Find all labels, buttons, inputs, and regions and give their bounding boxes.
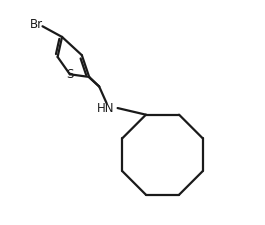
- Text: HN: HN: [97, 102, 114, 115]
- Text: Br: Br: [30, 18, 43, 31]
- Text: S: S: [66, 68, 73, 81]
